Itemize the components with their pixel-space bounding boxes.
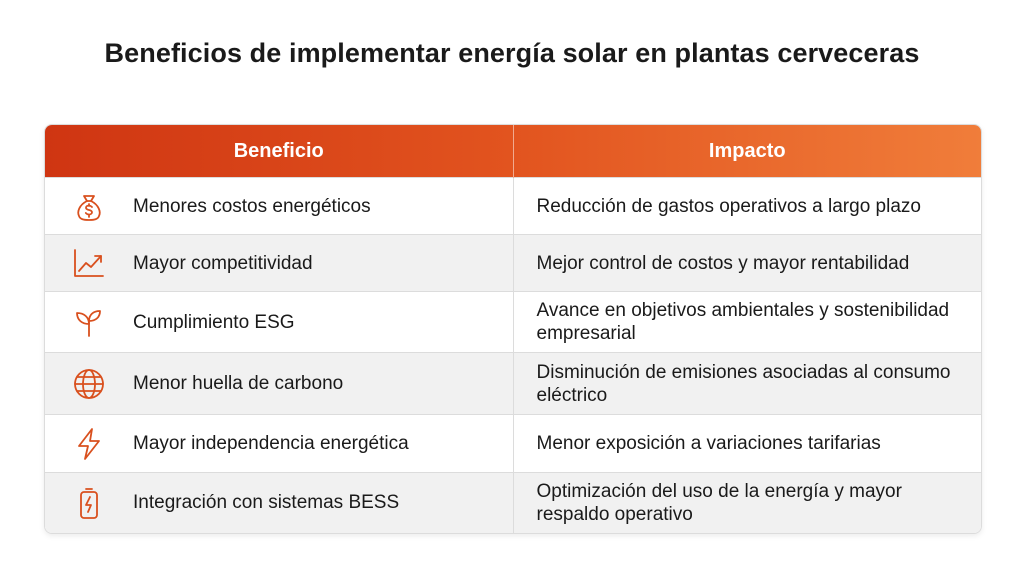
column-header: Impacto xyxy=(512,125,981,178)
benefit-text: Mayor independencia energética xyxy=(133,433,409,454)
benefit-cell: Mayor competitividad xyxy=(45,234,513,292)
row: Cumplimiento ESG Avance en objetivos amb… xyxy=(45,291,981,353)
impact-cell: Disminución de emisiones asociadas al co… xyxy=(512,352,981,415)
benefit-cell: Menores costos energéticos xyxy=(45,177,513,235)
benefits-table: Beneficio Impacto Menores costos energét… xyxy=(45,125,981,533)
sprout-icon xyxy=(76,310,101,337)
page-title: Beneficios de implementar energía solar … xyxy=(104,38,920,68)
benefit-cell: Integración con sistemas BESS xyxy=(45,472,513,533)
impact-cell: Mejor control de costos y mayor rentabil… xyxy=(512,234,981,292)
impact-cell: Avance en objetivos ambientales y sosten… xyxy=(512,291,981,353)
row: Integración con sistemas BESS Optimizaci… xyxy=(45,472,981,533)
impact-cell: Menor exposición a variaciones tarifaria… xyxy=(512,414,981,473)
row: Menor huella de carbono Disminución de e… xyxy=(45,352,981,415)
battery-icon xyxy=(80,487,98,519)
impact-cell: Reducción de gastos operativos a largo p… xyxy=(512,177,981,235)
chart-icon xyxy=(74,249,104,277)
row: Mayor competitividad Mejor control de co… xyxy=(45,234,981,292)
table-card: Beneficio Impacto Menores costos energét… xyxy=(44,124,982,534)
globe-icon xyxy=(74,368,104,399)
header-row: Beneficio Impacto xyxy=(45,125,981,178)
benefit-text: Mayor competitividad xyxy=(133,252,313,274)
benefit-cell: Cumplimiento ESG xyxy=(45,291,513,353)
money-bag-icon xyxy=(77,195,101,221)
benefit-cell: Menor huella de carbono xyxy=(45,352,513,415)
row: Mayor independencia energética Menor exp… xyxy=(45,414,981,473)
benefit-text: Menor huella de carbono xyxy=(133,373,344,394)
benefit-text: Integración con sistemas BESS xyxy=(133,492,400,514)
row: Menores costos energéticos Reducción de … xyxy=(45,177,981,235)
lightning-icon xyxy=(78,427,100,460)
impact-cell: Optimización del uso de la energía y may… xyxy=(512,472,981,533)
benefit-cell: Mayor independencia energética xyxy=(45,414,513,473)
column-header: Beneficio xyxy=(233,139,324,162)
benefit-text: Cumplimiento ESG xyxy=(133,311,295,333)
benefit-text: Menores costos energéticos xyxy=(133,195,371,217)
